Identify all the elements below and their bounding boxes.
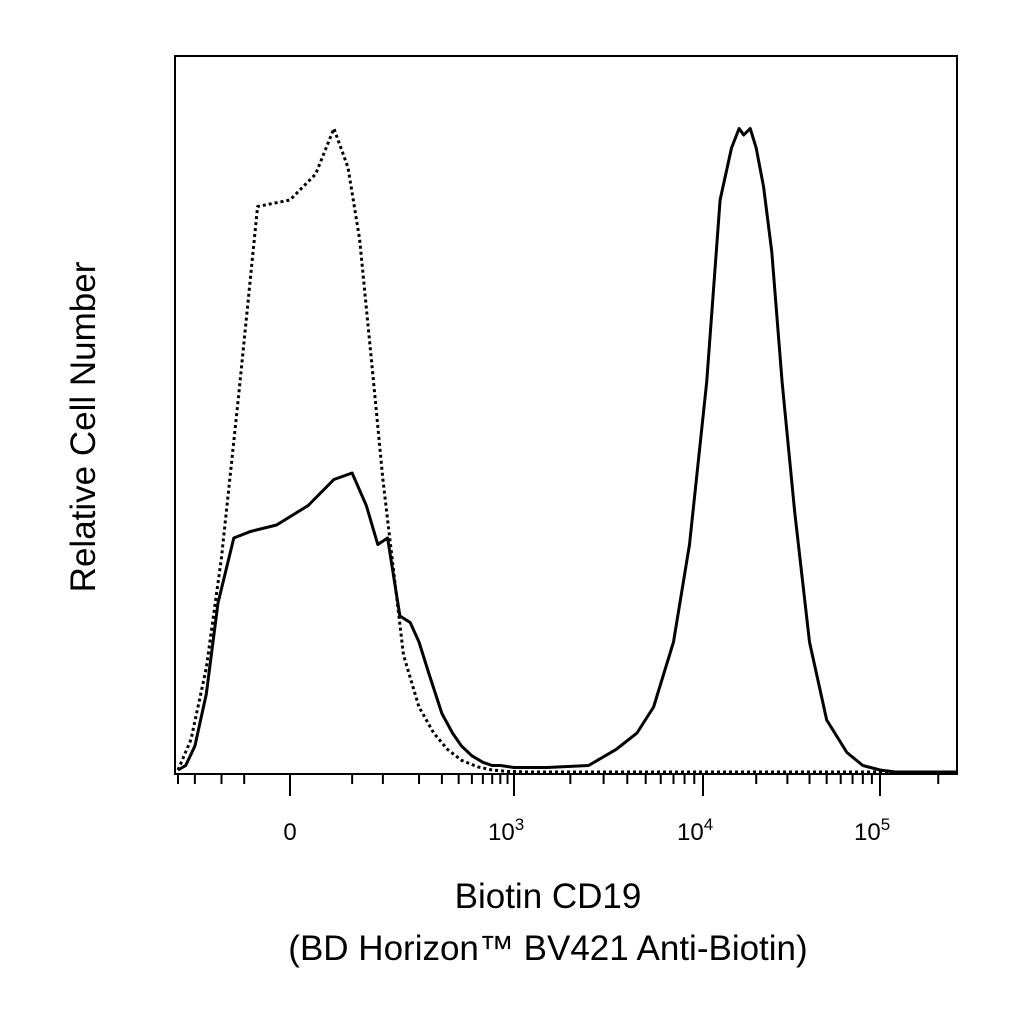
x-tick-label: 105 (854, 815, 890, 846)
x-axis-title-line2: (BD Horizon™ BV421 Anti-Biotin) (288, 929, 807, 968)
series-line-dotted (176, 127, 957, 774)
y-axis-title: Relative Cell Number (64, 261, 103, 592)
x-axis-title-line1: Biotin CD19 (455, 877, 642, 916)
series-line-solid (177, 127, 957, 774)
x-tick-label: 103 (488, 815, 524, 846)
x-axis-ticks (177, 774, 940, 796)
x-tick-label: 0 (283, 819, 296, 846)
x-axis-tick-labels: 0 103 104 105 (283, 815, 890, 846)
plot-frame (174, 55, 958, 775)
x-tick-label: 104 (677, 815, 713, 846)
series-group (176, 127, 957, 774)
